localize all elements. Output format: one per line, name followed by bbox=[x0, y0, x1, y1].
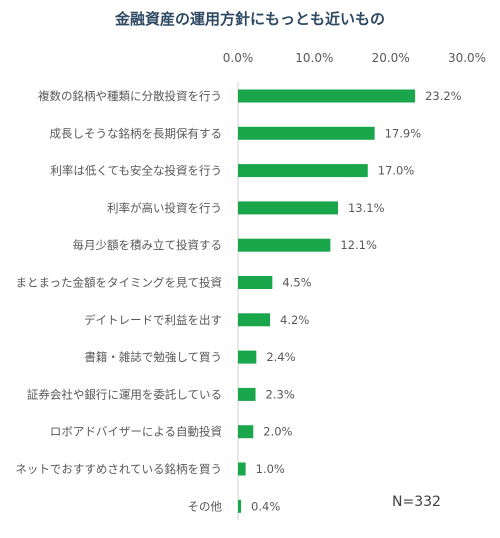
bar bbox=[238, 89, 416, 103]
chart-title: 金融資産の運用方針にもっとも近いもの bbox=[114, 10, 385, 28]
category-label: 書籍・雑誌で勉強して買う bbox=[84, 350, 222, 364]
x-tick-label: 30.0% bbox=[448, 51, 486, 65]
bar bbox=[238, 387, 256, 401]
x-tick-label: 20.0% bbox=[372, 51, 410, 65]
data-label: 4.5% bbox=[282, 276, 311, 290]
bar bbox=[238, 499, 242, 513]
bar bbox=[238, 350, 257, 364]
bar bbox=[238, 201, 338, 215]
category-label: 毎月少額を積み立て投資する bbox=[73, 238, 223, 252]
data-label: 1.0% bbox=[256, 462, 285, 476]
bar bbox=[238, 238, 331, 252]
data-label: 12.1% bbox=[340, 238, 377, 252]
category-label: 利率が高い投資を行う bbox=[107, 201, 222, 215]
category-label: まとまった金額をタイミングを見て投資 bbox=[15, 276, 222, 290]
bar bbox=[238, 313, 271, 327]
category-label: 利率は低くても安全な投資を行う bbox=[50, 164, 222, 178]
data-label: 17.0% bbox=[378, 164, 415, 178]
data-label: 23.2% bbox=[425, 89, 462, 103]
bar bbox=[238, 462, 246, 476]
category-label: その他 bbox=[188, 499, 223, 513]
x-tick-label: 0.0% bbox=[223, 51, 254, 65]
bar bbox=[238, 276, 273, 289]
bar bbox=[238, 126, 375, 140]
data-label: 17.9% bbox=[385, 126, 422, 140]
data-label: 4.2% bbox=[280, 313, 309, 327]
data-label: 13.1% bbox=[348, 201, 385, 215]
data-label: 2.3% bbox=[266, 387, 295, 401]
bar bbox=[238, 164, 368, 178]
category-label: ネットでおすすめされている銘柄を買う bbox=[15, 462, 222, 476]
data-label: 0.4% bbox=[251, 499, 280, 513]
category-label: 複数の銘柄や種類に分散投資を行う bbox=[38, 89, 222, 103]
data-label: 2.4% bbox=[266, 350, 295, 364]
data-label: 2.0% bbox=[263, 425, 292, 439]
category-label: 成長しそうな銘柄を長期保有する bbox=[50, 126, 223, 140]
x-tick-label: 10.0% bbox=[295, 51, 333, 65]
bar bbox=[238, 425, 254, 439]
sample-size-annotation: N=332 bbox=[392, 494, 441, 510]
category-label: ロボアドバイザーによる自動投資 bbox=[50, 425, 222, 439]
category-label: デイトレードで利益を出す bbox=[84, 313, 222, 327]
category-label: 証券会社や銀行に運用を委託している bbox=[27, 387, 222, 401]
